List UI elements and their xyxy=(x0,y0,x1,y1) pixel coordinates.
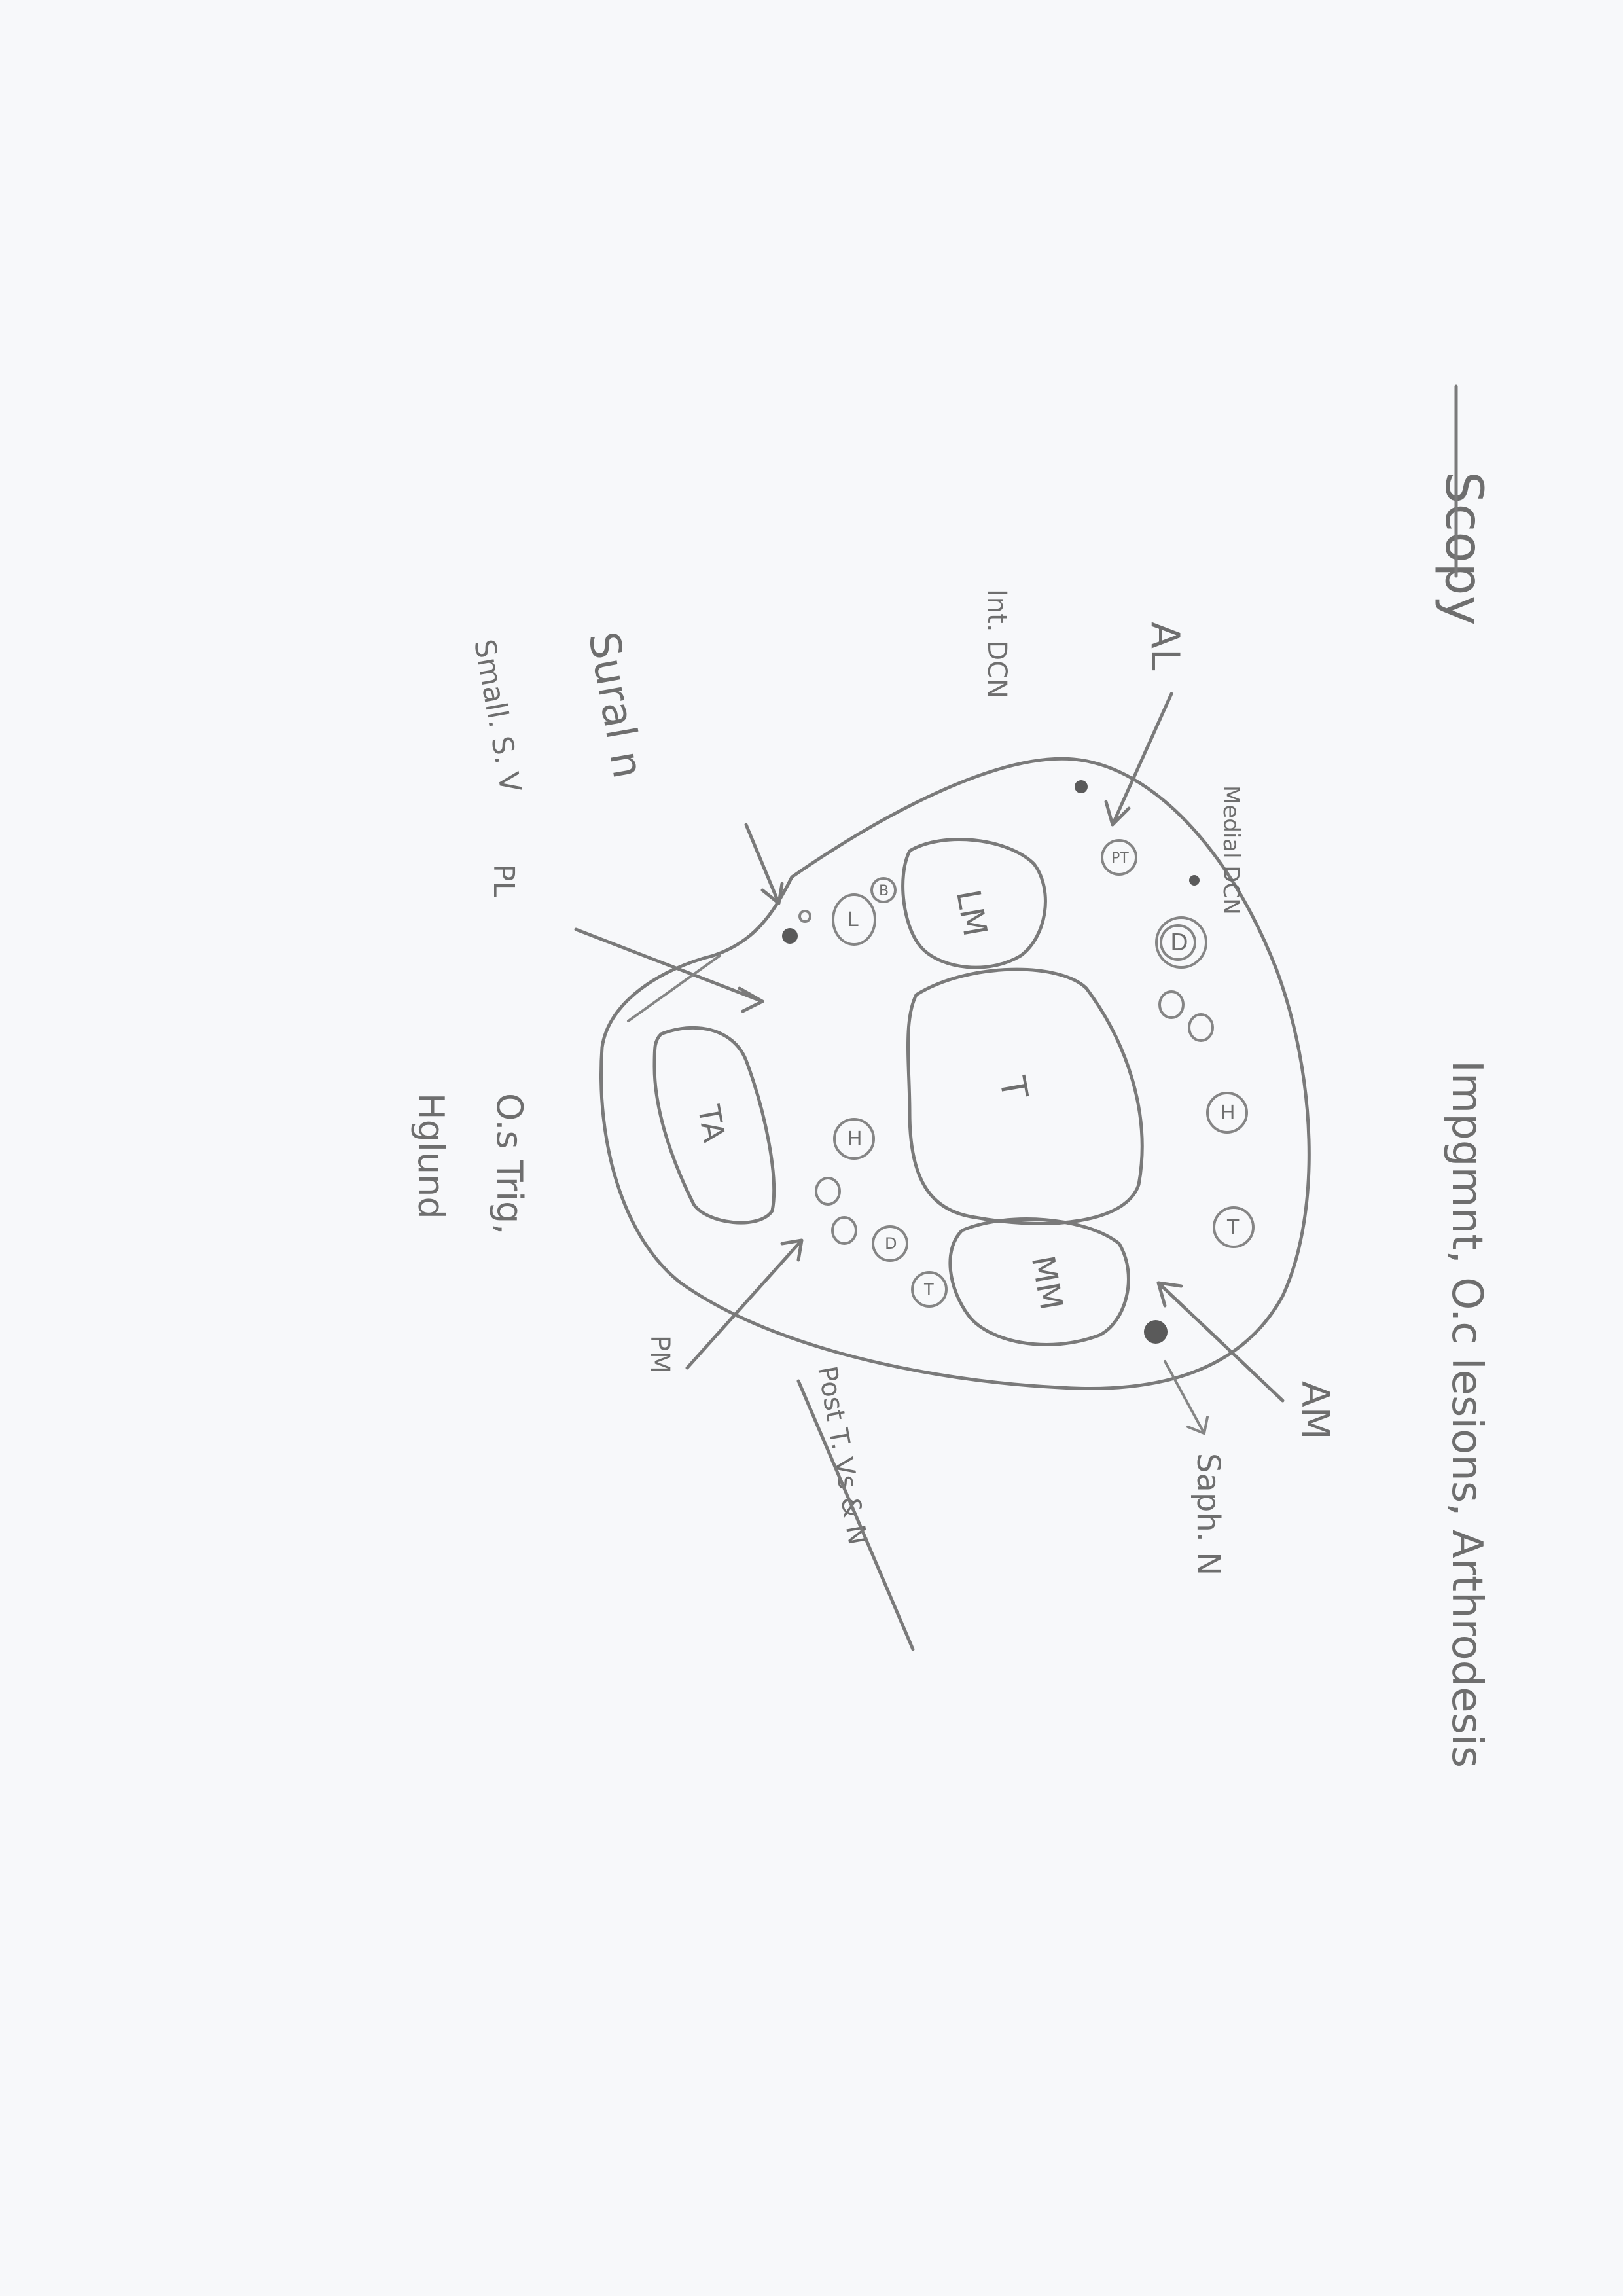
ankle-outline xyxy=(599,757,1311,1390)
flexor-hallucis-label: H xyxy=(847,1128,863,1151)
al-label: AL xyxy=(1142,622,1188,671)
al-arrow-head xyxy=(1104,800,1131,827)
medial-dcn-label: Medial DCN xyxy=(1218,785,1244,915)
pl-arrow-line xyxy=(574,927,764,1003)
medial-malleolus-shape xyxy=(948,1217,1130,1346)
peroneus-tertius-label: PT xyxy=(1111,850,1129,867)
posterior-vessel-2 xyxy=(831,1216,857,1245)
tibia-shape xyxy=(906,967,1144,1225)
al-arrow-line xyxy=(1111,692,1173,827)
pl-arrow-head xyxy=(738,986,764,1013)
post-t-vs-n-label: Post T. Vs & N xyxy=(812,1364,872,1547)
extensor-hallucis-label: H xyxy=(1221,1102,1236,1124)
am-label: AM xyxy=(1293,1381,1338,1440)
tibia-label: T xyxy=(991,1073,1036,1102)
tendo-achilles-shape xyxy=(652,1026,776,1225)
peroneus-brevis-circle xyxy=(870,877,897,903)
pm-arrow-line xyxy=(685,1238,804,1370)
peroneus-longus-label: L xyxy=(847,908,859,931)
tibialis-anterior-circle xyxy=(1213,1206,1255,1248)
tendo-achilles-label: TA xyxy=(691,1102,732,1145)
lateral-malleolus-shape xyxy=(901,838,1047,969)
page-title: Scopy xyxy=(1434,471,1493,626)
sural-nerve-dot xyxy=(782,928,798,944)
os-trigonum-note: O.s Trig, xyxy=(489,1093,530,1234)
anterior-vessel-1 xyxy=(1158,990,1185,1019)
anterior-vessel-2 xyxy=(1188,1013,1214,1042)
flexor-hallucis-circle xyxy=(833,1118,875,1160)
extensor-digitorum-label: D xyxy=(1170,929,1188,956)
saph-arrow-head xyxy=(1186,1416,1209,1435)
small-sv-label: Small. S. V xyxy=(467,637,527,795)
pl-label: PL xyxy=(487,864,520,898)
extensor-digitorum-inner xyxy=(1160,924,1196,961)
sural-arrow-head xyxy=(760,882,784,905)
tibialis-posterior-label: T xyxy=(923,1280,934,1299)
am-arrow-head xyxy=(1156,1281,1183,1308)
saphenous-nerve-dot xyxy=(1144,1320,1168,1344)
saph-n-label: Saph. N xyxy=(1190,1453,1226,1575)
lateral-malleolus-label: LM xyxy=(949,887,994,939)
medial-malleolus-label: MM xyxy=(1024,1253,1070,1312)
tibialis-posterior-circle xyxy=(911,1271,948,1308)
peroneus-brevis-label: B xyxy=(879,883,889,899)
medial-dcn-dot xyxy=(1189,875,1200,886)
int-dcn-label: Int. DCN xyxy=(982,589,1012,698)
peroneus-tertius-circle xyxy=(1101,839,1137,876)
flexor-digitorum-label: D xyxy=(885,1234,897,1253)
sural-n-label: Sural n xyxy=(579,628,652,782)
pm-arrow-head xyxy=(780,1238,804,1262)
flexor-digitorum-circle xyxy=(872,1225,908,1262)
saph-arrow-line xyxy=(1164,1360,1205,1435)
indications-note: Impgmnt, O.c lesions, Arthrodesis xyxy=(1442,1060,1491,1768)
tibialis-anterior-label: T xyxy=(1226,1216,1240,1239)
post-t-vs-n-underline xyxy=(796,1379,915,1651)
pl-guide-line xyxy=(627,954,721,1022)
small-saphenous-vein xyxy=(798,910,812,923)
haglund-note: Hglund xyxy=(410,1093,452,1219)
am-arrow-line xyxy=(1156,1281,1285,1403)
pm-label: PM xyxy=(645,1335,675,1374)
posterior-vessel-1 xyxy=(815,1177,841,1206)
peroneus-longus-ellipse xyxy=(832,893,876,946)
extensor-hallucis-circle xyxy=(1206,1092,1248,1134)
sural-arrow-line xyxy=(744,823,781,905)
intermediate-dcn-dot xyxy=(1075,780,1088,793)
extensor-digitorum-outer xyxy=(1155,916,1207,969)
